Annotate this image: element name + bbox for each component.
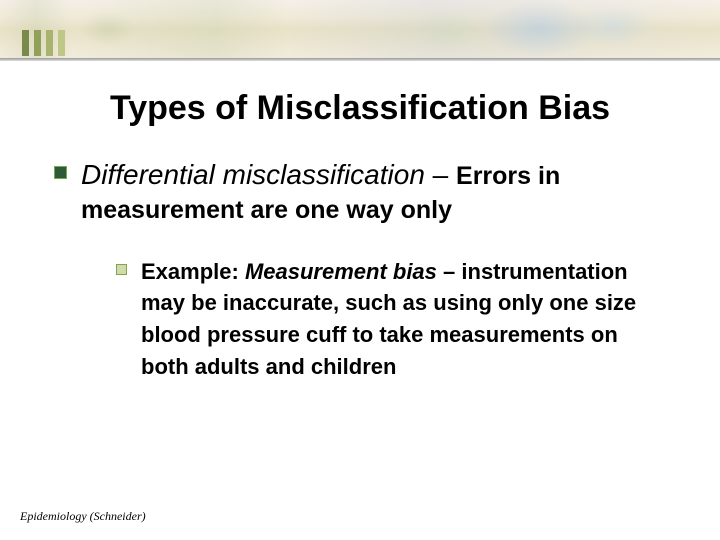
- square-bullet-icon: [54, 166, 67, 179]
- banner-texture: [0, 0, 720, 58]
- desc-line2: measurement are one way only: [81, 194, 560, 228]
- dash: –: [425, 159, 456, 190]
- decorative-banner: [0, 0, 720, 58]
- main-bullet-item: Differential misclassification – Errors …: [54, 156, 666, 228]
- stripe: [34, 30, 41, 56]
- example-term: Measurement bias: [245, 259, 437, 284]
- footer-citation: Epidemiology (Schneider): [20, 509, 146, 524]
- main-bullet-text: Differential misclassification – Errors …: [81, 156, 560, 228]
- slide-title: Types of Misclassification Bias: [0, 89, 720, 128]
- example-label: Example:: [141, 259, 245, 284]
- example-dash: –: [437, 259, 455, 284]
- stripe: [46, 30, 53, 56]
- desc-inline: Errors in: [456, 162, 560, 190]
- banner-underline: [0, 58, 720, 61]
- content-area: Differential misclassification – Errors …: [0, 156, 720, 383]
- term-text: Differential misclassification: [81, 159, 425, 190]
- stripe: [58, 30, 65, 56]
- banner-stripes: [22, 30, 65, 56]
- sub-bullet-item: Example: Measurement bias – instrumentat…: [116, 256, 666, 384]
- stripe: [22, 30, 29, 56]
- sub-bullet-text: Example: Measurement bias – instrumentat…: [141, 256, 666, 384]
- square-bullet-icon: [116, 264, 127, 275]
